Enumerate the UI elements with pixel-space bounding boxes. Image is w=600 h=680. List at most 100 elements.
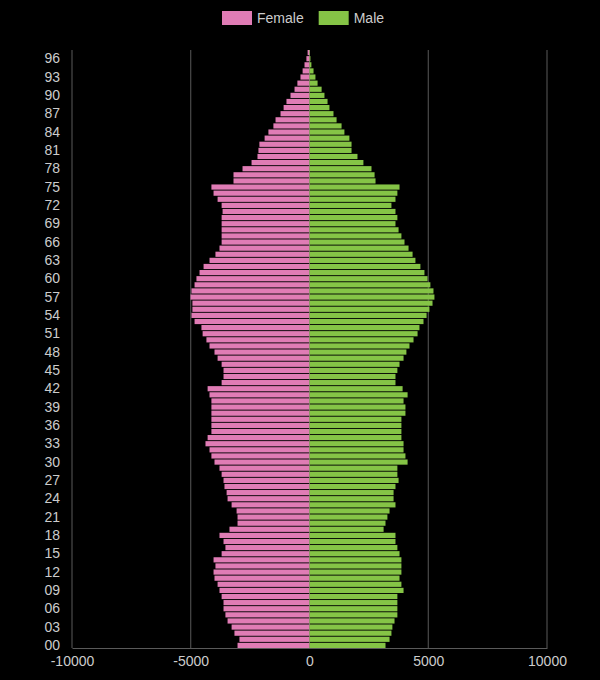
bar — [211, 411, 309, 416]
tick-label: 69 — [44, 215, 60, 231]
tick: 54 — [44, 307, 60, 323]
tick: 45 — [44, 362, 60, 378]
tick-label: 5000 — [413, 653, 444, 669]
series-bars — [310, 50, 435, 648]
bar — [210, 447, 310, 452]
tick-label: 93 — [44, 69, 60, 85]
bar — [310, 429, 402, 434]
tick-label: 27 — [44, 472, 60, 488]
tick-label: 21 — [44, 509, 60, 525]
tick: 5000 — [413, 648, 444, 669]
bar — [215, 252, 309, 257]
bar — [310, 227, 399, 232]
tick: 87 — [44, 105, 60, 121]
legend-item: Male — [319, 10, 385, 26]
tick: 90 — [44, 87, 60, 103]
tick-label: 12 — [44, 564, 60, 580]
bar — [310, 392, 408, 397]
bar — [310, 521, 386, 526]
chart: -10000-500005000100000003060912151821242… — [0, 0, 600, 680]
tick: 39 — [44, 399, 60, 415]
bar — [310, 466, 398, 471]
tick: 18 — [44, 527, 60, 543]
bar — [310, 105, 330, 110]
bar — [258, 148, 309, 153]
bar — [196, 276, 309, 281]
tick: 63 — [44, 252, 60, 268]
tick-label: 09 — [44, 582, 60, 598]
bar — [310, 307, 430, 312]
bar — [291, 93, 310, 98]
bar — [219, 588, 309, 593]
bar — [310, 191, 398, 196]
bar — [215, 459, 310, 464]
bar — [310, 142, 352, 147]
bar — [310, 411, 406, 416]
tick-label: 33 — [44, 435, 60, 451]
tick: 81 — [44, 142, 60, 158]
tick-label: 96 — [44, 50, 60, 66]
bar — [219, 246, 309, 251]
tick: 33 — [44, 435, 60, 451]
bar — [238, 643, 310, 648]
bar — [310, 478, 399, 483]
bar — [310, 136, 350, 141]
bar — [238, 514, 310, 519]
bar — [268, 129, 309, 134]
tick-label: 45 — [44, 362, 60, 378]
grid-line — [72, 50, 73, 648]
bar — [310, 313, 427, 318]
bar — [215, 563, 309, 568]
bar — [227, 490, 310, 495]
tick-label: 18 — [44, 527, 60, 543]
bar — [310, 386, 403, 391]
background — [0, 0, 600, 680]
bar — [310, 435, 402, 440]
bar — [214, 557, 310, 562]
bar — [205, 441, 309, 446]
bar — [310, 270, 425, 275]
tick-label: 66 — [44, 234, 60, 250]
tick: 48 — [44, 344, 60, 360]
bar — [223, 209, 310, 214]
tick-label: 54 — [44, 307, 60, 323]
bar — [224, 484, 309, 489]
tick-label: 06 — [44, 600, 60, 616]
bar — [284, 105, 310, 110]
tick: 93 — [44, 69, 60, 85]
bar — [257, 154, 309, 159]
bar — [192, 307, 309, 312]
bar — [310, 417, 402, 422]
bar — [310, 569, 402, 574]
bar — [310, 502, 396, 507]
bar — [310, 160, 364, 165]
bar — [208, 435, 310, 440]
bar — [286, 99, 309, 104]
bar — [228, 496, 310, 501]
tick: 72 — [44, 197, 60, 213]
bar — [310, 154, 358, 159]
series-bars — [191, 50, 310, 648]
bar — [310, 453, 406, 458]
bar — [222, 362, 310, 367]
bar — [310, 81, 318, 86]
bar — [310, 441, 404, 446]
bar — [310, 99, 328, 104]
bar — [214, 569, 310, 574]
bar — [222, 221, 310, 226]
bar — [238, 521, 310, 526]
tick: 69 — [44, 215, 60, 231]
bar — [310, 490, 394, 495]
tick: 03 — [44, 619, 60, 635]
bar — [310, 423, 402, 428]
bar — [310, 172, 375, 177]
y-axis: 0003060912151821242730333639424548515457… — [44, 50, 60, 653]
bar — [310, 203, 392, 208]
bar — [234, 172, 310, 177]
tick-label: 03 — [44, 619, 60, 635]
bar — [310, 221, 396, 226]
grid — [72, 50, 547, 648]
legend-swatch — [319, 11, 349, 25]
bar — [310, 563, 402, 568]
bar — [211, 417, 309, 422]
